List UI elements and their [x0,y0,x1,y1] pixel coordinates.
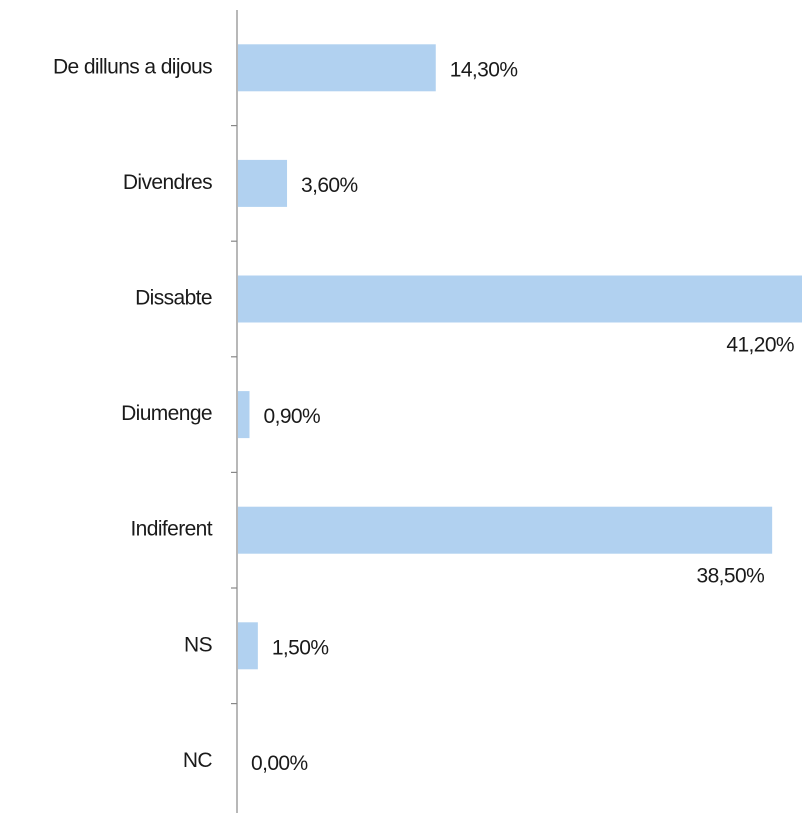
category-label: Diumenge [121,402,212,425]
value-label: 14,30% [450,58,518,81]
category-label: NC [183,749,213,772]
category-label: Indiferent [130,518,212,541]
bar [238,159,288,207]
bar [238,391,250,439]
value-label: 41,20% [726,334,794,357]
category-label: De dilluns a dijous [53,55,212,78]
value-label: 1,50% [272,636,329,659]
value-label: 0,90% [264,405,321,428]
value-label: 38,50% [697,565,765,588]
bar [238,275,802,323]
value-label: 0,00% [251,752,308,775]
bar [238,506,773,554]
category-label: Dissabte [135,287,212,310]
bar [238,622,258,670]
category-label: Divendres [123,171,212,194]
bar [238,44,436,92]
value-label: 3,60% [301,174,358,197]
category-label: NS [184,633,213,656]
